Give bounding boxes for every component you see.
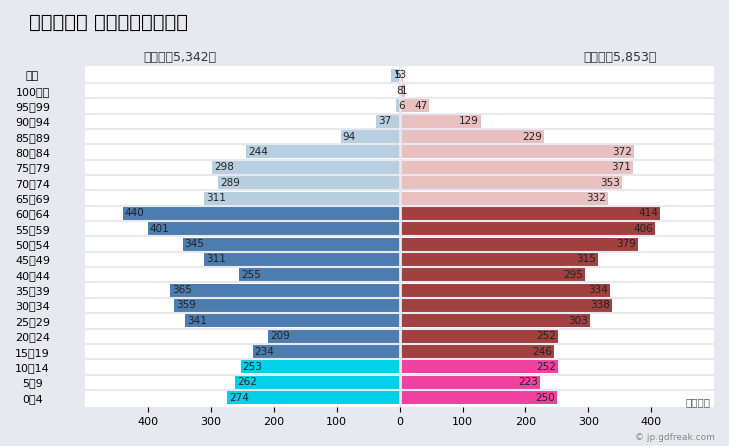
Bar — [147, 222, 399, 235]
Text: 406: 406 — [634, 224, 653, 234]
Bar — [399, 99, 429, 112]
Bar — [170, 284, 399, 297]
Text: 女性計：5,853人: 女性計：5,853人 — [583, 51, 656, 64]
Bar — [399, 376, 540, 389]
Text: 345: 345 — [184, 239, 205, 249]
Text: 401: 401 — [149, 224, 169, 234]
Text: 365: 365 — [172, 285, 192, 295]
Bar — [399, 145, 634, 158]
Bar — [399, 253, 598, 266]
Text: 252: 252 — [537, 331, 556, 341]
Bar — [399, 161, 633, 174]
Bar — [399, 84, 405, 97]
Bar — [235, 376, 399, 389]
Text: 298: 298 — [214, 162, 234, 172]
Text: 379: 379 — [616, 239, 636, 249]
Bar — [399, 191, 609, 205]
Bar — [399, 176, 622, 189]
Text: 単位：人: 単位：人 — [686, 397, 711, 407]
Text: 1: 1 — [401, 86, 408, 95]
Text: 341: 341 — [187, 316, 207, 326]
Text: 246: 246 — [533, 347, 553, 356]
Text: 250: 250 — [535, 392, 555, 403]
Bar — [204, 191, 399, 205]
Bar — [268, 330, 399, 343]
Text: 274: 274 — [229, 392, 249, 403]
Text: 129: 129 — [459, 116, 479, 126]
Text: 37: 37 — [378, 116, 391, 126]
Text: 262: 262 — [237, 377, 257, 387]
Text: 311: 311 — [206, 193, 226, 203]
Bar — [399, 314, 590, 327]
Text: 252: 252 — [537, 362, 556, 372]
Text: 223: 223 — [518, 377, 538, 387]
Bar — [396, 99, 399, 112]
Text: 295: 295 — [564, 270, 583, 280]
Bar — [399, 360, 558, 373]
Text: 371: 371 — [611, 162, 631, 172]
Bar — [399, 115, 480, 128]
Text: 13: 13 — [394, 70, 407, 80]
Text: 372: 372 — [612, 147, 631, 157]
Bar — [399, 299, 612, 312]
Text: 255: 255 — [241, 270, 261, 280]
Bar — [218, 176, 399, 189]
Text: 289: 289 — [220, 178, 240, 188]
Bar — [241, 360, 399, 373]
Bar — [399, 284, 609, 297]
Bar — [399, 238, 638, 251]
Text: 311: 311 — [206, 254, 226, 264]
Bar — [399, 222, 655, 235]
Text: 338: 338 — [590, 301, 610, 310]
Text: 8: 8 — [396, 86, 403, 95]
Bar — [123, 207, 399, 220]
Text: 6: 6 — [398, 101, 405, 111]
Text: 94: 94 — [343, 132, 356, 142]
Text: 334: 334 — [588, 285, 608, 295]
Text: 47: 47 — [414, 101, 427, 111]
Text: 229: 229 — [522, 132, 542, 142]
Bar — [399, 345, 554, 358]
Bar — [399, 268, 585, 281]
Text: 359: 359 — [176, 301, 195, 310]
Bar — [399, 69, 403, 82]
Text: ２０１０年 勝央町の人口構成: ２０１０年 勝央町の人口構成 — [29, 13, 188, 33]
Text: 男性計：5,342人: 男性計：5,342人 — [143, 51, 217, 64]
Text: 414: 414 — [638, 208, 658, 219]
Bar — [183, 238, 399, 251]
Bar — [212, 161, 399, 174]
Bar — [204, 253, 399, 266]
Bar — [252, 345, 399, 358]
Text: 209: 209 — [270, 331, 290, 341]
Text: 303: 303 — [569, 316, 588, 326]
Bar — [227, 391, 399, 404]
Text: 315: 315 — [576, 254, 596, 264]
Text: 234: 234 — [254, 347, 274, 356]
Bar — [399, 207, 660, 220]
Bar — [391, 69, 399, 82]
Text: 5: 5 — [394, 70, 401, 80]
Text: © jp.gdfreak.com: © jp.gdfreak.com — [634, 433, 714, 442]
Text: 353: 353 — [600, 178, 620, 188]
Bar — [399, 130, 544, 143]
Bar — [376, 115, 399, 128]
Text: 332: 332 — [587, 193, 607, 203]
Bar — [239, 268, 399, 281]
Text: 244: 244 — [248, 147, 268, 157]
Text: 253: 253 — [243, 362, 262, 372]
Bar — [399, 391, 557, 404]
Text: 440: 440 — [125, 208, 144, 219]
Bar — [174, 299, 399, 312]
Bar — [185, 314, 399, 327]
Bar — [399, 330, 558, 343]
Bar — [246, 145, 399, 158]
Bar — [340, 130, 399, 143]
